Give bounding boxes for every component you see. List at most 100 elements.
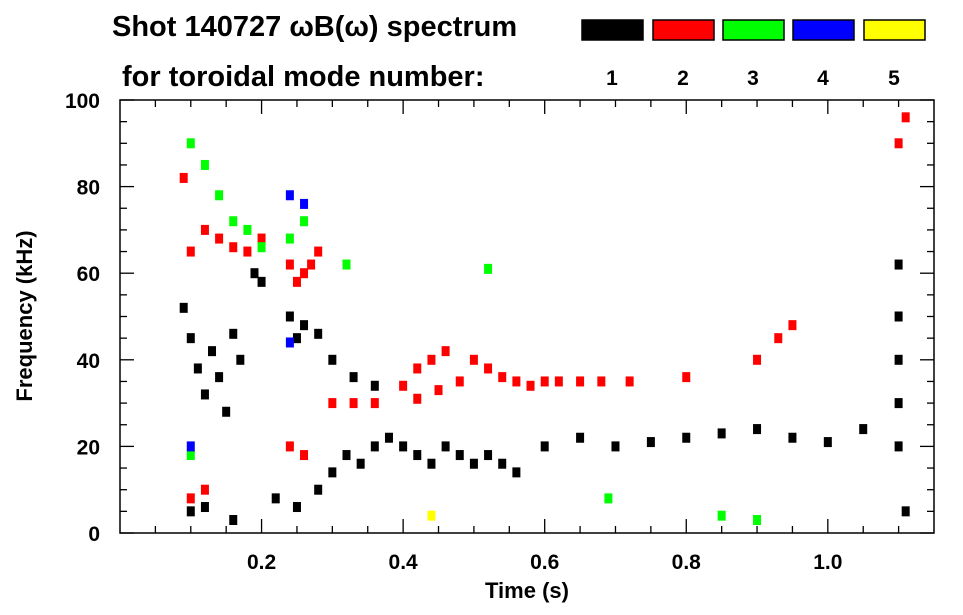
data-point-mode-1 xyxy=(441,441,450,452)
data-point-mode-1 xyxy=(611,441,620,452)
spectrum-points xyxy=(179,112,910,526)
data-point-mode-2 xyxy=(434,385,443,396)
data-point-mode-1 xyxy=(179,302,188,313)
data-point-mode-2 xyxy=(285,259,294,270)
data-point-mode-2 xyxy=(427,354,436,365)
data-point-mode-1 xyxy=(512,467,521,478)
data-point-mode-3 xyxy=(215,190,224,201)
data-point-mode-2 xyxy=(894,138,903,149)
data-point-mode-3 xyxy=(342,259,351,270)
data-point-mode-2 xyxy=(200,484,209,495)
legend-swatch-2 xyxy=(652,19,715,41)
data-point-mode-2 xyxy=(512,376,521,387)
data-point-mode-3 xyxy=(717,510,726,521)
data-point-mode-2 xyxy=(554,376,563,387)
data-point-mode-3 xyxy=(300,216,309,227)
data-point-mode-1 xyxy=(285,311,294,322)
x-tick-label: 0.8 xyxy=(672,551,702,574)
data-point-mode-2 xyxy=(441,346,450,357)
data-point-mode-1 xyxy=(498,458,507,469)
data-point-mode-1 xyxy=(894,354,903,365)
data-point-mode-1 xyxy=(788,432,797,443)
data-point-mode-2 xyxy=(300,268,309,279)
data-point-mode-1 xyxy=(455,450,464,461)
data-point-mode-3 xyxy=(243,224,252,235)
data-point-mode-3 xyxy=(753,515,762,526)
data-point-mode-3 xyxy=(200,159,209,170)
x-tick-label: 1.0 xyxy=(813,551,842,574)
data-point-mode-2 xyxy=(753,354,762,365)
data-point-mode-1 xyxy=(186,333,195,344)
y-tick-label: 40 xyxy=(77,350,100,373)
y-axis-label: Frequency (kHz) xyxy=(12,230,37,401)
data-point-mode-4 xyxy=(186,441,195,452)
data-point-mode-2 xyxy=(498,372,507,383)
data-point-mode-1 xyxy=(229,328,238,339)
data-point-mode-2 xyxy=(484,363,493,374)
y-tick-label: 20 xyxy=(77,436,100,459)
legend-label-2: 2 xyxy=(677,67,689,90)
data-point-mode-1 xyxy=(540,441,549,452)
data-point-mode-1 xyxy=(250,268,259,279)
data-point-mode-2 xyxy=(307,259,316,270)
data-point-mode-2 xyxy=(229,242,238,253)
data-point-mode-2 xyxy=(200,224,209,235)
data-point-mode-1 xyxy=(257,276,266,287)
data-point-mode-1 xyxy=(200,389,209,400)
y-tick-label: 0 xyxy=(88,523,100,546)
chart-subtitle: for toroidal mode number: xyxy=(122,61,485,93)
data-point-mode-1 xyxy=(370,380,379,391)
data-point-mode-2 xyxy=(774,333,783,344)
data-point-mode-1 xyxy=(208,346,217,357)
data-point-mode-2 xyxy=(788,320,797,331)
data-point-mode-4 xyxy=(300,198,309,209)
data-point-mode-1 xyxy=(229,515,238,526)
data-point-mode-1 xyxy=(292,502,301,513)
data-point-mode-2 xyxy=(901,112,910,123)
data-point-mode-1 xyxy=(370,441,379,452)
data-point-mode-1 xyxy=(384,432,393,443)
data-point-mode-2 xyxy=(243,246,252,257)
data-point-mode-1 xyxy=(717,428,726,439)
data-point-mode-2 xyxy=(576,376,585,387)
data-point-mode-1 xyxy=(186,506,195,517)
data-point-mode-1 xyxy=(399,441,408,452)
data-point-mode-4 xyxy=(285,190,294,201)
data-point-mode-1 xyxy=(646,437,655,448)
data-point-mode-2 xyxy=(349,398,358,409)
data-point-mode-3 xyxy=(604,493,613,504)
data-point-mode-3 xyxy=(186,450,195,461)
data-point-mode-2 xyxy=(413,393,422,404)
axis-ticks: 0.2 0.4 0.6 0.8 1.0 0 20 40 60 80 100 xyxy=(65,90,934,574)
data-point-mode-2 xyxy=(285,441,294,452)
data-point-mode-1 xyxy=(328,354,337,365)
x-tick-label: 0.6 xyxy=(530,551,559,574)
data-point-mode-1 xyxy=(193,363,202,374)
data-point-mode-4 xyxy=(285,337,294,348)
data-point-mode-3 xyxy=(285,233,294,244)
data-point-mode-2 xyxy=(370,398,379,409)
data-point-mode-5 xyxy=(427,510,436,521)
data-point-mode-2 xyxy=(682,372,691,383)
legend-label-4: 4 xyxy=(817,67,829,90)
data-point-mode-2 xyxy=(526,380,535,391)
x-axis-label: Time (s) xyxy=(485,578,569,603)
data-point-mode-1 xyxy=(427,458,436,469)
data-point-mode-1 xyxy=(271,493,280,504)
data-point-mode-2 xyxy=(597,376,606,387)
data-point-mode-2 xyxy=(179,172,188,183)
legend-swatch-5 xyxy=(863,19,926,41)
data-point-mode-1 xyxy=(859,424,868,435)
x-tick-label: 0.4 xyxy=(389,551,419,574)
data-point-mode-1 xyxy=(314,328,323,339)
legend-swatch-3 xyxy=(722,19,785,41)
data-point-mode-1 xyxy=(576,432,585,443)
legend-swatch-4 xyxy=(792,19,855,41)
data-point-mode-1 xyxy=(894,398,903,409)
data-point-mode-3 xyxy=(229,216,238,227)
data-point-mode-1 xyxy=(200,502,209,513)
data-point-mode-2 xyxy=(328,398,337,409)
data-point-mode-1 xyxy=(413,450,422,461)
y-tick-label: 80 xyxy=(77,177,100,200)
